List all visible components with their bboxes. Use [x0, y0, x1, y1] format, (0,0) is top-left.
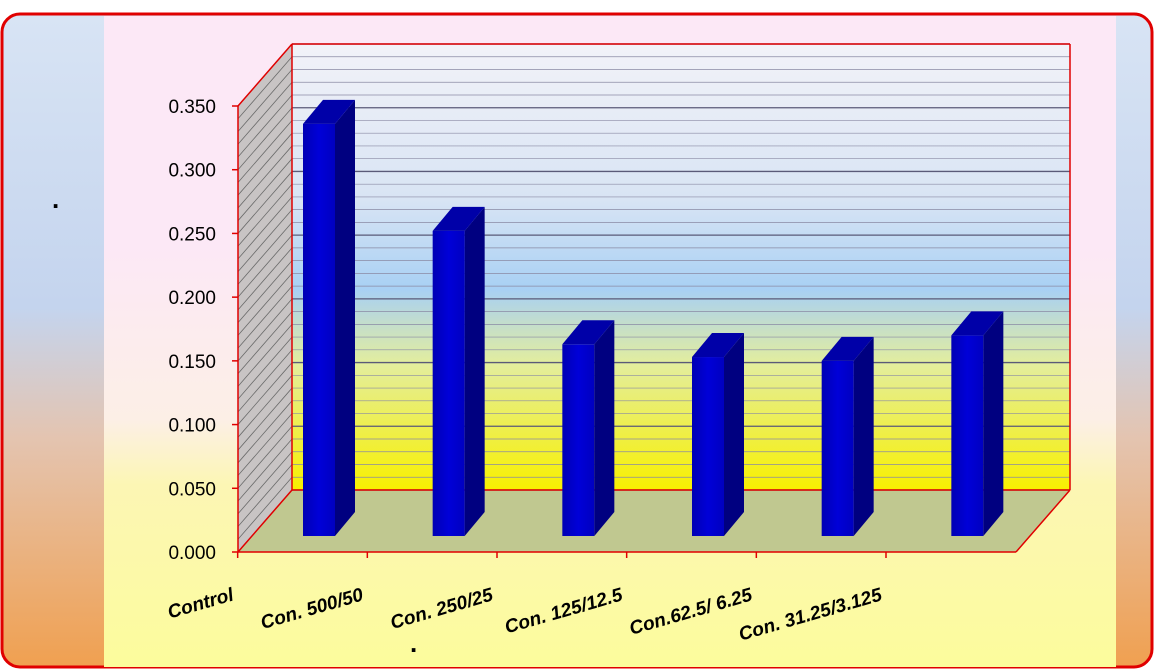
y-tick-label: 0.000 [168, 543, 216, 564]
side-grid-line [237, 285, 293, 349]
side-grid-line [237, 273, 293, 336]
y-tick-label: 0.050 [168, 479, 216, 500]
bar [303, 99, 355, 536]
side-grid-line [237, 311, 293, 374]
side-grid-line [237, 158, 293, 221]
side-grid-line [237, 222, 293, 285]
side-grid-line [237, 94, 293, 158]
bar [562, 320, 615, 536]
bar-front [432, 230, 465, 536]
bar [692, 333, 744, 536]
bar-side [724, 333, 744, 536]
bar-front [692, 357, 724, 536]
side-grid-line [237, 171, 293, 234]
side-grid-line [237, 120, 293, 183]
side-grid-line [237, 387, 293, 451]
side-grid-line [237, 107, 293, 170]
axis-line [237, 43, 293, 107]
axis-line [1015, 489, 1071, 553]
side-grid-line [237, 145, 293, 209]
side-grid-line [237, 196, 293, 260]
bar [821, 336, 874, 536]
bar-front [821, 360, 854, 536]
side-grid-line [237, 81, 293, 145]
axis-line [237, 489, 293, 553]
side-grid-line [237, 209, 293, 272]
side-grid-line [237, 69, 293, 132]
bar [432, 206, 485, 536]
side-grid-line [237, 234, 293, 298]
bar-top [303, 99, 355, 124]
stray-mark: . [52, 184, 59, 214]
y-tick-label: 0.350 [168, 97, 216, 118]
bar-side [594, 320, 615, 536]
side-grid-line [237, 336, 293, 400]
bar [951, 311, 1004, 536]
y-tick-label: 0.100 [168, 416, 216, 437]
side-grid-line [237, 375, 293, 438]
side-wall [238, 44, 292, 552]
stray-mark: . [410, 628, 417, 658]
side-grid-line [237, 464, 293, 527]
side-grid-line [237, 260, 293, 323]
bar-top [432, 206, 485, 231]
y-tick-label: 0.250 [168, 224, 216, 245]
grid-lines [237, 43, 1070, 553]
side-grid-line [237, 451, 293, 515]
y-axis-ticks: 0.000 0.050 0.100 0.150 0.200 0.250 0.300 0.350 [168, 97, 238, 564]
bar-side [464, 206, 485, 536]
y-tick-label: 0.150 [168, 352, 216, 373]
y-tick-label: 0.200 [168, 288, 216, 309]
floor [238, 490, 1070, 552]
y-tick-label: 0.300 [168, 161, 216, 182]
side-grid-line [237, 324, 293, 387]
side-grid-line [237, 247, 293, 311]
side-grid-line [237, 438, 293, 502]
side-grid-line [237, 132, 293, 196]
back-wall [292, 44, 1070, 490]
side-grid-line [237, 349, 293, 413]
bar-front [951, 335, 984, 536]
bar-side [983, 311, 1004, 536]
bar-top [562, 320, 615, 345]
bar-top [821, 336, 874, 361]
side-grid-line [237, 426, 293, 489]
side-grid-line [237, 476, 293, 540]
side-grid-line [237, 413, 293, 476]
bar-front [303, 123, 335, 536]
side-grid-line [237, 298, 293, 362]
side-grid-line [237, 362, 293, 425]
bar-side [853, 336, 874, 536]
bar-front [562, 344, 595, 536]
side-grid-line [237, 183, 293, 247]
side-grid-line [237, 400, 293, 464]
side-grid-line [237, 56, 293, 120]
bar-top [951, 311, 1004, 336]
bar-side [335, 99, 355, 536]
bars [303, 99, 1004, 536]
bar-top [692, 333, 744, 358]
